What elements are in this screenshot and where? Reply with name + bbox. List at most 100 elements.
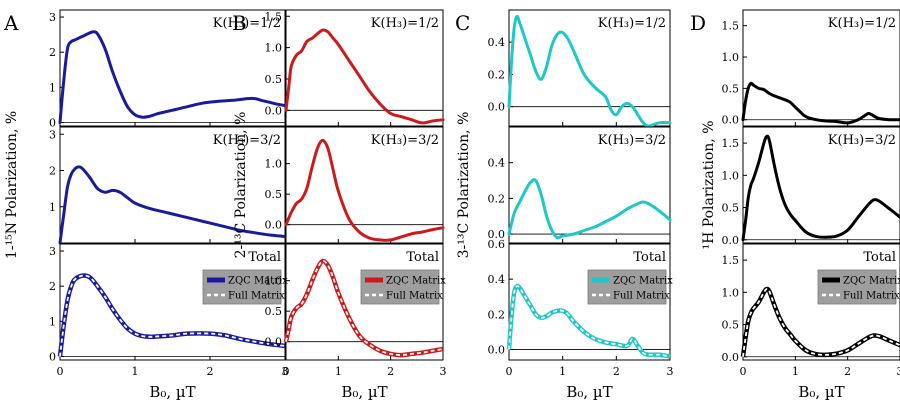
x-tick-label: 0 (283, 365, 290, 378)
y-tick-label: 1.5 (722, 20, 740, 33)
legend-label-zqc: ZQC Matrix (613, 276, 673, 287)
plot-frame (285, 9, 444, 127)
legend: ZQC Matrix Full Matrix (360, 269, 446, 305)
plot-frame (59, 126, 286, 244)
series-line (58, 165, 287, 245)
plot-frame (508, 243, 671, 361)
subplot-annotation: K(H₃)=1/2 (371, 16, 439, 31)
x-tick-label: 2 (844, 365, 851, 378)
y-tick-label: 1.0 (722, 286, 740, 299)
y-tick-label: 1 (49, 315, 56, 328)
x-tick-label: 0 (740, 365, 747, 378)
y-tick-label: 0 (49, 116, 56, 129)
subplot-bottom: 0.0 0.5 1.0 1.5 0 1 2 3 Total ZQC Matrix Full Matr… (722, 243, 900, 378)
subplot-annotation: K(H₃)=1/2 (213, 16, 281, 31)
x-tick-label: 0 (57, 365, 64, 378)
x-axis-label: B₀, µT (798, 383, 844, 401)
subplot-middle: 0.0 0.5 1.0 1.5 K(H₃)=3/2 (722, 126, 900, 247)
panel-letter: C (455, 11, 470, 35)
y-tick-label: 0.0 (265, 104, 283, 117)
subplot-annotation: Total (633, 250, 666, 265)
x-axis-label: B₀, µT (149, 383, 195, 401)
y-tick-label: 1.0 (265, 42, 283, 55)
legend-label-full: Full Matrix (386, 291, 443, 302)
y-tick-label: 0.5 (722, 82, 740, 95)
subplot-top: 0.0 0.5 1.0 1.5 K(H₃)=1/2 (265, 9, 445, 127)
series-line (284, 138, 445, 242)
y-tick-label: 0.0 (722, 114, 740, 127)
y-tick-label: 1.0 (265, 158, 283, 171)
series-line (741, 134, 900, 242)
y-tick-label: 0.5 (722, 319, 740, 332)
plot-frame (59, 243, 286, 361)
y-tick-label: 0.0 (488, 101, 506, 114)
subplot-annotation: K(H₃)=3/2 (213, 133, 281, 148)
y-tick-label: 2 (49, 280, 56, 293)
legend-label-zqc: ZQC Matrix (386, 276, 446, 287)
y-tick-label: 0.4 (488, 273, 506, 286)
panel-d: D ¹H Polarization, % B₀, µT 0.0 0.5 1.0 1.5 K(H… (690, 9, 900, 401)
y-tick-label: 3 (49, 245, 56, 258)
series-line (507, 14, 672, 128)
y-axis-label: 1-¹⁵N Polarization, % (4, 111, 20, 259)
y-tick-label: 1.5 (265, 10, 283, 23)
y-tick-label: 1.0 (722, 51, 740, 64)
subplot-annotation: Total (248, 250, 281, 265)
y-tick-label: 0.5 (722, 202, 740, 215)
panel-c: C 3-¹³C Polarization, % B₀, µT 0.0 0.2 0.4 K(H… (455, 9, 674, 401)
subplot-top: 0 1 2 3 K(H₃)=1/2 (49, 9, 287, 129)
plot-frame (59, 9, 286, 127)
subplot-bottom: 0.0 0.5 1.0 0 1 2 3 Total ZQC Matrix Full Matrix (265, 243, 447, 378)
y-tick-label: 3 (49, 128, 56, 141)
y-axis-label: 3-¹³C Polarization, % (456, 112, 472, 259)
legend-box (202, 269, 282, 305)
y-tick-label: 0.2 (488, 68, 506, 81)
x-tick-label: 0 (506, 365, 513, 378)
y-tick-label: 0.0 (722, 234, 740, 247)
y-tick-label: 1.5 (722, 254, 740, 267)
subplot-top: 0.0 0.5 1.0 1.5 K(H₃)=1/2 (722, 9, 900, 127)
x-tick-label: 1 (132, 365, 139, 378)
legend-box (360, 269, 440, 305)
x-tick-label: 3 (667, 365, 674, 378)
y-tick-label: 1.0 (265, 275, 283, 288)
plot-frame (508, 9, 671, 127)
legend-box (817, 269, 897, 305)
y-axis-label: 2-¹³C Polarization, % (233, 112, 249, 259)
series-line-full-matrix (59, 274, 286, 357)
series-line (284, 28, 445, 125)
y-tick-label: 0.0 (265, 219, 283, 232)
x-tick-label: 3 (440, 365, 447, 378)
x-tick-label: 3 (282, 365, 289, 378)
x-tick-label: 2 (387, 365, 394, 378)
y-tick-label: 0.0 (722, 351, 740, 364)
y-tick-label: 0.2 (488, 192, 506, 205)
plot-frame (508, 126, 671, 244)
y-tick-label: 1.0 (722, 169, 740, 182)
plot-frame (285, 243, 444, 361)
legend: ZQC Matrix Full Matrix (817, 269, 900, 305)
plot-frame (285, 126, 444, 244)
x-tick-label: 3 (897, 365, 900, 378)
y-tick-label: 1 (49, 201, 56, 214)
subplot-middle: 1 2 3 K(H₃)=3/2 (49, 126, 287, 245)
y-tick-label: 2 (49, 46, 56, 59)
x-axis-label: B₀, µT (341, 383, 387, 401)
x-axis-label: B₀, µT (566, 383, 612, 401)
y-tick-label: 0.5 (265, 305, 283, 318)
series-line-full-matrix (742, 288, 900, 357)
legend-label-zqc: ZQC Matrix (228, 276, 288, 287)
y-axis-label: ¹H Polarization, % (701, 120, 717, 249)
y-tick-label: 1 (49, 81, 56, 94)
subplot-top: 0.0 0.2 0.4 K(H₃)=1/2 (488, 9, 672, 128)
panel-letter: D (690, 11, 706, 35)
y-tick-label: 3 (49, 11, 56, 24)
subplot-annotation: K(H₃)=1/2 (828, 16, 896, 31)
legend: ZQC Matrix Full Matrix (587, 269, 673, 305)
subplot-middle: 0.0 0.5 1.0 K(H₃)=3/2 (265, 126, 445, 244)
y-tick-label: 0.5 (265, 73, 283, 86)
y-tick-label: 1.5 (722, 137, 740, 150)
y-tick-label: 0.0 (488, 343, 506, 356)
